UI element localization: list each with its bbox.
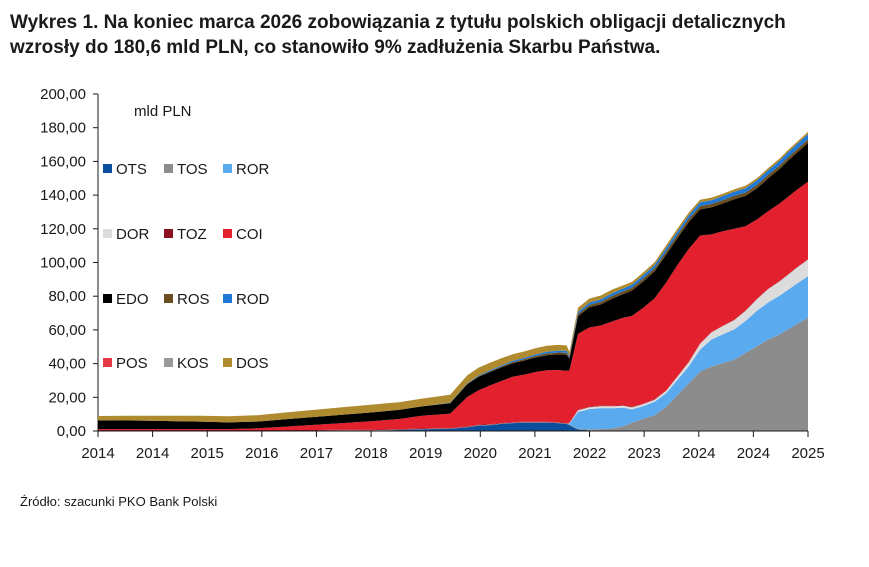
y-tick-label: 160,00 xyxy=(40,153,86,170)
x-tick-label: 2017 xyxy=(300,445,333,462)
legend-label: EDO xyxy=(116,291,149,308)
y-tick-label: 20,00 xyxy=(48,389,86,406)
legend-swatch xyxy=(164,229,173,238)
legend: OTS TOS ROR DOR TOZ COI EDO ROS ROD POS KOS DOS xyxy=(103,161,270,372)
y-tick-label: 40,00 xyxy=(48,356,86,373)
legend-item-ots: OTS xyxy=(103,161,147,178)
legend-swatch xyxy=(103,229,112,238)
legend-swatch xyxy=(223,229,232,238)
y-axis: 0,00 20,00 40,00 60,00 80,00 100,00 120,00 140,… xyxy=(40,86,99,440)
area-coi xyxy=(98,181,808,430)
area-series-group xyxy=(98,131,808,431)
y-tick-label: 200,00 xyxy=(40,86,86,103)
chart-title: Wykres 1. Na koniec marca 2026 zobowiąza… xyxy=(10,12,786,58)
legend-item-rod: ROD xyxy=(223,291,270,308)
legend-swatch xyxy=(223,294,232,303)
x-tick-label: 2015 xyxy=(191,445,224,462)
legend-label: POS xyxy=(116,355,148,372)
x-axis: 2014 2014 2015 2016 2017 2018 2019 2020 2021 2022… xyxy=(81,431,825,462)
x-tick-label: 2024 xyxy=(682,445,715,462)
y-tick-label: 120,00 xyxy=(40,221,86,238)
legend-label: ROR xyxy=(236,161,270,178)
unit-label: mld PLN xyxy=(134,103,192,120)
source-note: Źródło: szacunki PKO Bank Polski xyxy=(20,494,218,509)
y-tick-label: 0,00 xyxy=(57,423,86,440)
x-tick-label: 2021 xyxy=(518,445,551,462)
area-tos xyxy=(98,317,808,431)
legend-item-toz: TOZ xyxy=(164,226,207,243)
x-tick-label: 2024 xyxy=(737,445,770,462)
x-tick-label: 2014 xyxy=(81,445,114,462)
legend-swatch xyxy=(103,294,112,303)
legend-swatch xyxy=(103,164,112,173)
legend-swatch xyxy=(164,294,173,303)
y-tick-label: 80,00 xyxy=(48,288,86,305)
legend-swatch xyxy=(103,358,112,367)
legend-item-dor: DOR xyxy=(103,226,150,243)
legend-label: ROD xyxy=(236,291,270,308)
y-tick-label: 140,00 xyxy=(40,187,86,204)
x-tick-label: 2014 xyxy=(136,445,169,462)
x-tick-label: 2019 xyxy=(409,445,442,462)
x-tick-label: 2020 xyxy=(464,445,497,462)
legend-label: COI xyxy=(236,226,263,243)
legend-swatch xyxy=(223,164,232,173)
area-ots xyxy=(98,422,808,431)
legend-item-ror: ROR xyxy=(223,161,270,178)
y-tick-label: 180,00 xyxy=(40,120,86,137)
legend-item-coi: COI xyxy=(223,226,263,243)
x-tick-label: 2022 xyxy=(573,445,606,462)
legend-item-tos: TOS xyxy=(164,161,208,178)
legend-item-dos: DOS xyxy=(223,355,269,372)
x-tick-label: 2018 xyxy=(354,445,387,462)
legend-swatch xyxy=(223,358,232,367)
legend-label: OTS xyxy=(116,161,147,178)
legend-label: TOZ xyxy=(177,226,207,243)
legend-label: DOR xyxy=(116,226,150,243)
legend-item-edo: EDO xyxy=(103,291,149,308)
legend-item-kos: KOS xyxy=(164,355,209,372)
legend-label: ROS xyxy=(177,291,210,308)
legend-label: KOS xyxy=(177,355,209,372)
x-tick-label: 2016 xyxy=(245,445,278,462)
legend-label: TOS xyxy=(177,161,208,178)
legend-item-ros: ROS xyxy=(164,291,210,308)
y-tick-label: 60,00 xyxy=(48,322,86,339)
x-tick-label: 2025 xyxy=(791,445,824,462)
x-tick-label: 2023 xyxy=(627,445,660,462)
legend-swatch xyxy=(164,164,173,173)
legend-item-pos: POS xyxy=(103,355,148,372)
legend-swatch xyxy=(164,358,173,367)
y-tick-label: 100,00 xyxy=(40,255,86,272)
legend-label: DOS xyxy=(236,355,269,372)
